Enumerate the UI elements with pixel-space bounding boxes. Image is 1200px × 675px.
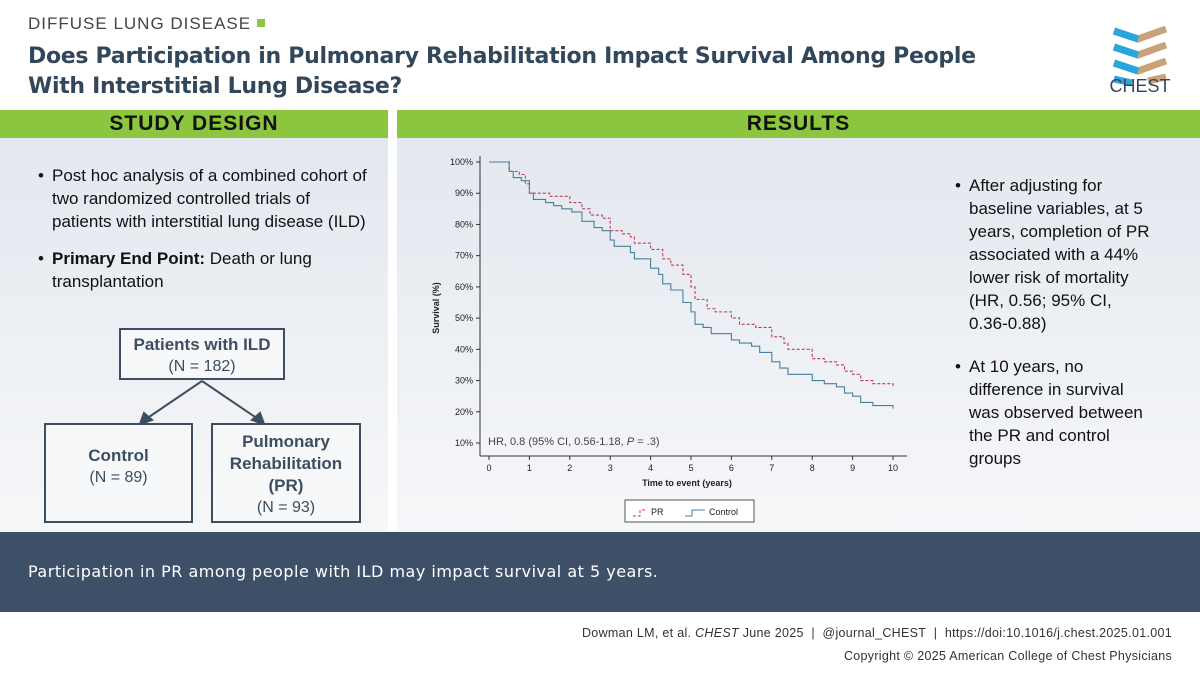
flow-arrows xyxy=(138,380,266,426)
box-patients-ild: Patients with ILD (N = 182) xyxy=(119,328,285,380)
conclusion-text: Participation in PR among people with IL… xyxy=(28,562,659,581)
patients-n: (N = 182) xyxy=(168,358,236,375)
x-axis-label: Time to event (years) xyxy=(642,478,732,488)
doi-link[interactable]: https://doi:10.1016/j.chest.2025.01.001 xyxy=(944,626,1172,640)
bullet-cohort: Post hoc analysis of a combined cohort o… xyxy=(38,164,368,233)
pr-title-1: Pulmonary xyxy=(242,432,330,451)
control-n: (N = 89) xyxy=(89,469,148,486)
journal: CHEST xyxy=(695,626,739,640)
y-tick-label: 40% xyxy=(455,344,473,354)
y-tick-label: 80% xyxy=(455,219,473,229)
title-line-1: Does Participation in Pulmonary Rehabili… xyxy=(28,44,976,69)
legend-box xyxy=(624,499,755,523)
y-tick-label: 10% xyxy=(455,438,473,448)
y-tick-label: 90% xyxy=(455,188,473,198)
title-line-2: With Interstitial Lung Disease? xyxy=(28,74,402,99)
x-tick-label: 8 xyxy=(810,463,815,473)
y-axis-label: Survival (%) xyxy=(431,282,441,334)
conclusion-banner: Participation in PR among people with IL… xyxy=(0,532,1200,612)
endpoint-label: Primary End Point: xyxy=(52,249,206,268)
endpoint-text: Death or lung transplantation xyxy=(52,249,312,291)
category-label: DIFFUSE LUNG DISEASE xyxy=(28,14,266,34)
authors: Dowman LM, et al. xyxy=(581,626,696,640)
study-design-panel: Post hoc analysis of a combined cohort o… xyxy=(0,138,388,532)
x-tick-label: 2 xyxy=(567,463,572,473)
box-pr: Pulmonary Rehabilitation (PR) (N = 93) xyxy=(211,423,361,523)
legend-pr-label: PR xyxy=(651,507,664,517)
x-tick-label: 10 xyxy=(888,463,898,473)
results-bullets: After adjusting for baseline variables, … xyxy=(955,174,1155,484)
box-control: Control (N = 89) xyxy=(44,423,193,523)
km-curve-pr xyxy=(489,161,894,387)
control-title: Control xyxy=(88,446,149,465)
bullet-10-years: At 10 years, no difference in survival w… xyxy=(955,355,1155,470)
legend-pr-swatch xyxy=(633,509,647,517)
x-tick-label: 0 xyxy=(486,463,491,473)
bullet-adjusted: After adjusting for baseline variables, … xyxy=(955,174,1155,335)
bullet-endpoint: Primary End Point: Death or lung transpl… xyxy=(38,247,368,293)
results-panel: 100% 90% 80% 70% 60% 50% 40% 30% 20% 10% 0 1 2 3 4 5 6 7 8… xyxy=(397,138,1200,532)
pr-title-3: (PR) xyxy=(268,476,304,495)
copyright: Copyright © 2025 American College of Che… xyxy=(843,649,1172,663)
y-tick-label: 30% xyxy=(455,376,473,386)
date: June 2025 xyxy=(738,626,804,640)
y-tick-label: 100% xyxy=(450,157,473,167)
legend-control-swatch xyxy=(685,509,705,517)
legend-control-label: Control xyxy=(709,507,738,517)
x-tick-label: 1 xyxy=(527,463,532,473)
y-tick-label: 60% xyxy=(455,282,473,292)
citation: Dowman LM, et al. CHEST June 2025 | @jou… xyxy=(582,626,1172,640)
x-tick-label: 4 xyxy=(648,463,653,473)
separator: | xyxy=(811,626,815,640)
pr-n: (N = 93) xyxy=(256,499,316,516)
study-design-bullets: Post hoc analysis of a combined cohort o… xyxy=(38,164,368,307)
green-square-icon xyxy=(257,19,266,27)
km-curve-control xyxy=(489,161,894,409)
y-tick-label: 20% xyxy=(455,407,473,417)
x-tick-label: 7 xyxy=(769,463,774,473)
y-tick-label: 70% xyxy=(455,251,473,261)
x-tick-label: 5 xyxy=(688,463,693,473)
results-heading: RESULTS xyxy=(397,110,1200,138)
y-tick-label: 50% xyxy=(455,313,473,323)
patients-title: Patients with ILD xyxy=(133,335,271,354)
logo-text: CHEST xyxy=(1109,76,1171,96)
x-tick-label: 9 xyxy=(850,463,855,473)
chest-logo-icon xyxy=(1112,25,1168,87)
x-tick-label: 6 xyxy=(729,463,734,473)
twitter-handle[interactable]: @journal_CHEST xyxy=(822,626,927,640)
page-title: Does Participation in Pulmonary Rehabili… xyxy=(28,42,988,102)
hr-annotation: HR, 0.8 (95% CI, 0.56-1.18, P = .3) xyxy=(488,436,660,448)
x-tick-label: 3 xyxy=(608,463,613,473)
study-design-heading: STUDY DESIGN xyxy=(0,110,388,138)
survival-chart: 100% 90% 80% 70% 60% 50% 40% 30% 20% 10% 0 1 2 3 4 5 6 7 8… xyxy=(431,156,907,523)
pr-title-2: Rehabilitation xyxy=(229,454,343,473)
separator: | xyxy=(933,626,938,640)
category-text: DIFFUSE LUNG DISEASE xyxy=(28,14,252,33)
